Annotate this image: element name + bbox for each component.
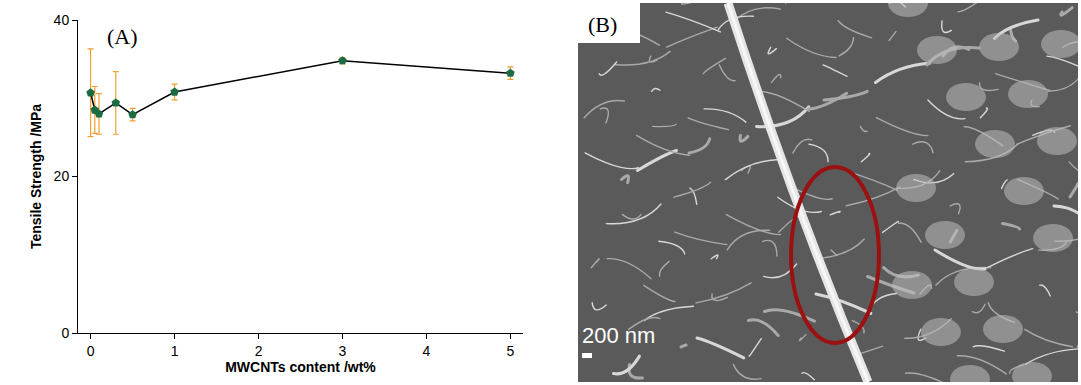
svg-text:Tensile Strength /MPa: Tensile Strength /MPa xyxy=(28,104,44,249)
svg-text:3: 3 xyxy=(339,343,347,359)
svg-text:0: 0 xyxy=(61,325,69,341)
svg-text:2: 2 xyxy=(255,343,263,359)
svg-text:MWCNTs content /wt%: MWCNTs content /wt% xyxy=(225,359,376,375)
svg-text:(B): (B) xyxy=(588,12,617,37)
svg-text:4: 4 xyxy=(423,343,431,359)
svg-text:200 nm: 200 nm xyxy=(582,323,655,348)
svg-text:1: 1 xyxy=(171,343,179,359)
svg-text:5: 5 xyxy=(507,343,515,359)
svg-text:40: 40 xyxy=(54,12,70,28)
svg-text:0: 0 xyxy=(87,343,95,359)
svg-text:(A): (A) xyxy=(107,24,138,49)
svg-text:20: 20 xyxy=(54,168,70,184)
